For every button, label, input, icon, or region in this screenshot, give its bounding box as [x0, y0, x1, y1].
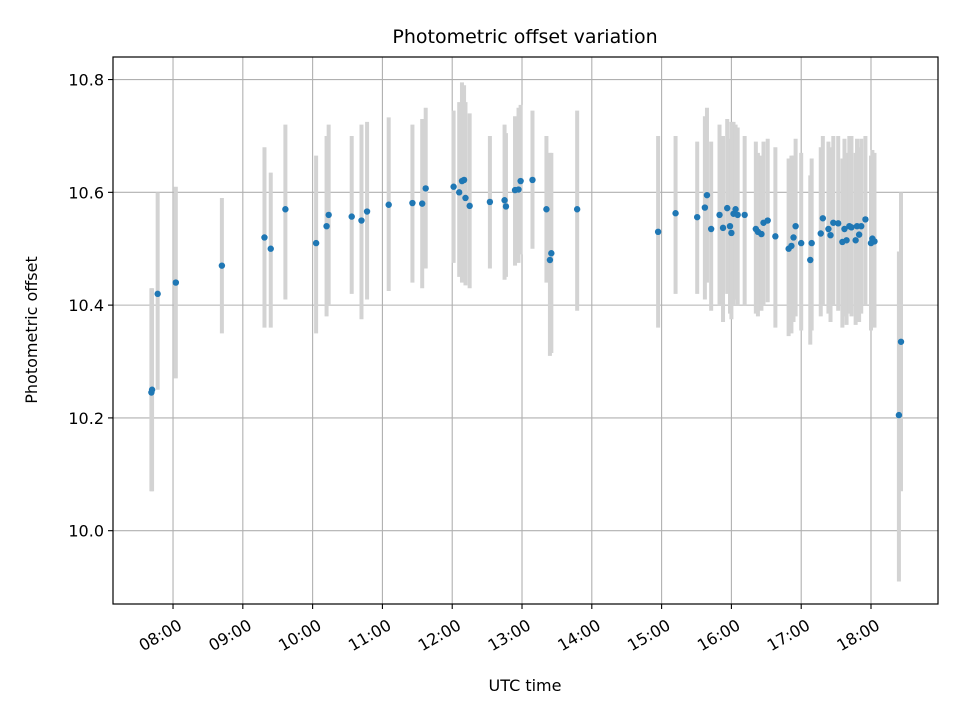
- plot-frame: [112, 56, 939, 605]
- data-point: [764, 217, 771, 224]
- data-point: [358, 217, 365, 224]
- data-point: [758, 230, 765, 238]
- y-tick-label: 10.2: [68, 409, 104, 428]
- data-point: [726, 222, 734, 230]
- data-point: [827, 231, 834, 239]
- data-point: [348, 213, 355, 220]
- data-point: [848, 224, 855, 231]
- data-point: [363, 208, 371, 215]
- data-point: [724, 204, 731, 212]
- data-point: [419, 200, 426, 207]
- data-point: [455, 189, 463, 196]
- chart-title: Photometric offset variation: [392, 26, 657, 48]
- data-point: [422, 185, 429, 192]
- data-point: [862, 216, 869, 223]
- data-point: [808, 239, 815, 247]
- data-point: [897, 338, 905, 345]
- y-axis-label: Photometric offset: [22, 256, 41, 404]
- data-point: [486, 198, 494, 206]
- data-point: [728, 229, 735, 237]
- data-point: [792, 222, 799, 230]
- data-point: [830, 219, 837, 226]
- data-point: [788, 242, 795, 250]
- y-tick-label: 10.4: [68, 296, 104, 315]
- data-point: [466, 202, 473, 210]
- data-point: [462, 194, 469, 202]
- data-point: [172, 279, 180, 286]
- data-point: [267, 245, 274, 252]
- data-point: [834, 220, 842, 227]
- data-point: [852, 237, 859, 244]
- data-point: [218, 262, 226, 269]
- data-point: [501, 197, 508, 204]
- data-point: [716, 211, 723, 219]
- data-point: [312, 239, 320, 247]
- data-point: [871, 238, 878, 245]
- data-point: [825, 225, 832, 233]
- data-point: [741, 211, 748, 219]
- data-point: [817, 230, 824, 237]
- data-point: [323, 222, 330, 230]
- data-point: [703, 191, 711, 199]
- data-point: [546, 256, 554, 264]
- data-point: [858, 222, 865, 230]
- data-point: [672, 210, 679, 217]
- data-point: [855, 231, 863, 238]
- data-point: [819, 215, 827, 222]
- data-point: [573, 206, 581, 213]
- y-tick-label: 10.8: [68, 71, 104, 90]
- data-point: [694, 213, 701, 221]
- data-point: [515, 186, 522, 193]
- data-point: [148, 386, 156, 393]
- data-point: [460, 176, 468, 184]
- data-point: [707, 225, 715, 233]
- data-point: [282, 206, 289, 213]
- data-point: [797, 239, 805, 247]
- data-point: [701, 204, 709, 211]
- data-point: [261, 234, 268, 241]
- data-point: [654, 228, 662, 236]
- data-point: [325, 211, 332, 219]
- data-point: [517, 177, 524, 185]
- data-point: [895, 411, 903, 419]
- data-point: [543, 206, 550, 213]
- data-point: [502, 203, 510, 210]
- data-point: [843, 237, 850, 244]
- data-point: [841, 225, 848, 233]
- data-point: [409, 199, 416, 207]
- y-tick-label: 10.0: [68, 522, 104, 541]
- data-point: [385, 201, 392, 208]
- data-point: [790, 234, 797, 241]
- data-point: [548, 250, 555, 257]
- data-point: [807, 256, 814, 264]
- y-tick-label: 10.6: [68, 183, 104, 202]
- data-point: [719, 224, 727, 232]
- data-point: [732, 206, 739, 213]
- data-point: [450, 183, 457, 190]
- y-axis-ticks: 10.0 10.2 10.4 10.6 10.8: [68, 71, 113, 541]
- data-points: [148, 176, 905, 419]
- data-point: [734, 211, 741, 219]
- data-point: [529, 176, 536, 184]
- x-axis-label: UTC time: [489, 676, 562, 695]
- data-point: [154, 290, 161, 298]
- data-point: [772, 233, 779, 240]
